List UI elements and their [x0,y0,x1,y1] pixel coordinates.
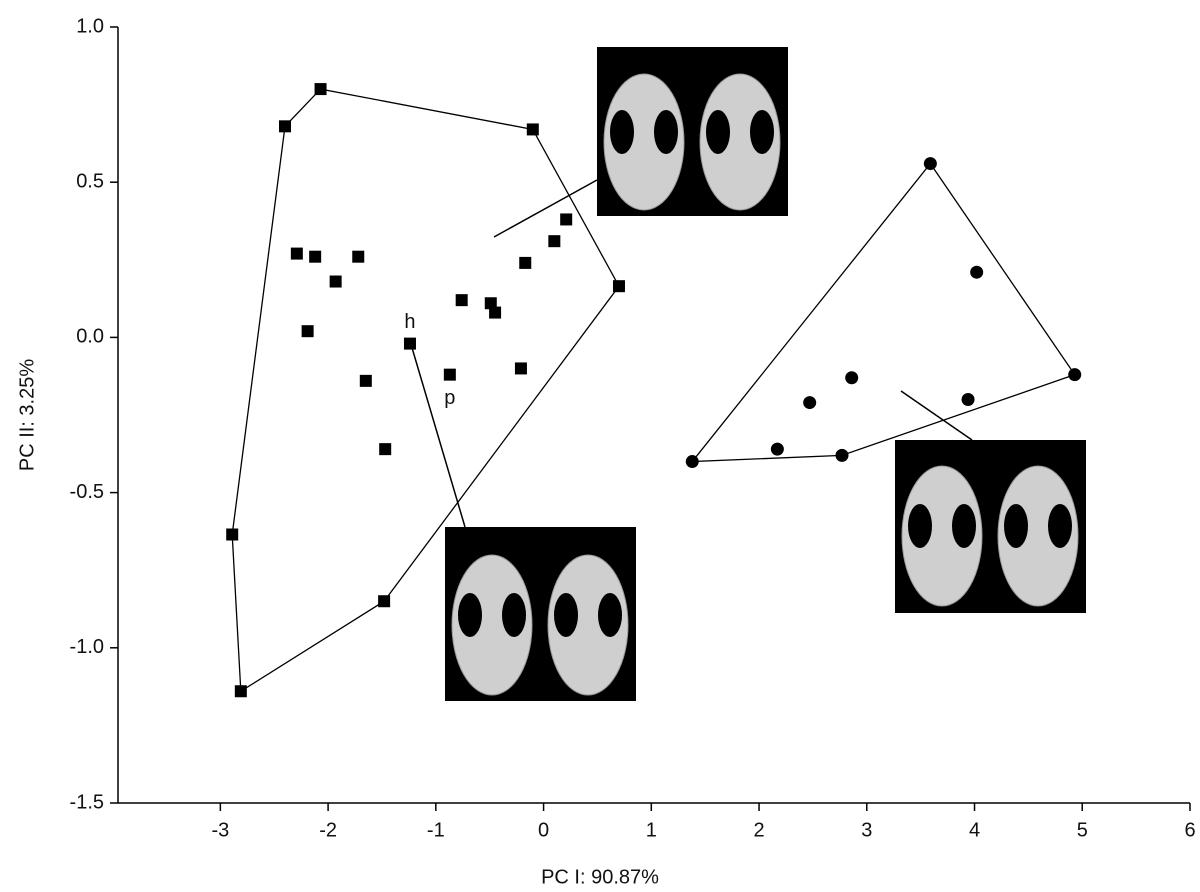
x-tick-label: 2 [753,819,764,841]
y-tick-label: 0.5 [76,170,104,192]
point [329,275,342,288]
point [484,297,497,310]
skull-photo [597,47,788,216]
point [309,250,322,263]
point [234,685,247,698]
point [455,294,468,307]
x-axis-label: PC I: 90.87% [541,866,659,888]
x-tick-label: 5 [1077,819,1088,841]
specimen-photos [409,47,1086,701]
x-tick-label: 4 [969,819,980,841]
x-tick-label: 0 [538,819,549,841]
point [835,448,849,462]
point [612,280,625,293]
y-axis-label: PC II: 3.25% [16,359,38,471]
point [403,337,416,350]
y-tick-label: 0.0 [76,326,104,348]
y-tick-label: -1.0 [70,636,104,658]
x-tick-label: 6 [1184,819,1195,841]
point [489,306,502,319]
point [290,247,303,260]
x-tick-label: 1 [646,819,657,841]
point [526,123,539,136]
point [803,396,817,410]
x-tick-label: 3 [861,819,872,841]
point [1068,368,1082,382]
annotation: p [444,387,455,409]
point [443,368,456,381]
y-tick-label: 1.0 [76,15,104,37]
point [923,157,937,171]
point [685,455,699,469]
y-tick-label: -1.5 [70,791,104,813]
x-tick-label: -2 [319,819,337,841]
point [845,371,859,385]
point [519,256,532,269]
point [378,595,391,608]
point [970,265,984,279]
point [352,250,365,263]
point [226,528,239,541]
point [278,120,291,133]
point [301,325,314,338]
point [359,374,372,387]
point [379,443,392,456]
leader-line [409,340,466,528]
leader-line [900,390,973,441]
point [961,392,975,406]
point [770,442,784,456]
group-hull [231,88,620,693]
point [514,362,527,375]
x-tick-label: -1 [427,819,445,841]
skull-photo [895,440,1086,613]
skull-photo [445,527,636,701]
y-tick-label: -0.5 [70,481,104,503]
point [548,235,561,248]
x-tick-label: -3 [211,819,229,841]
point [560,213,573,226]
point [314,83,327,96]
leader-line [493,179,598,238]
annotation: h [404,311,415,333]
